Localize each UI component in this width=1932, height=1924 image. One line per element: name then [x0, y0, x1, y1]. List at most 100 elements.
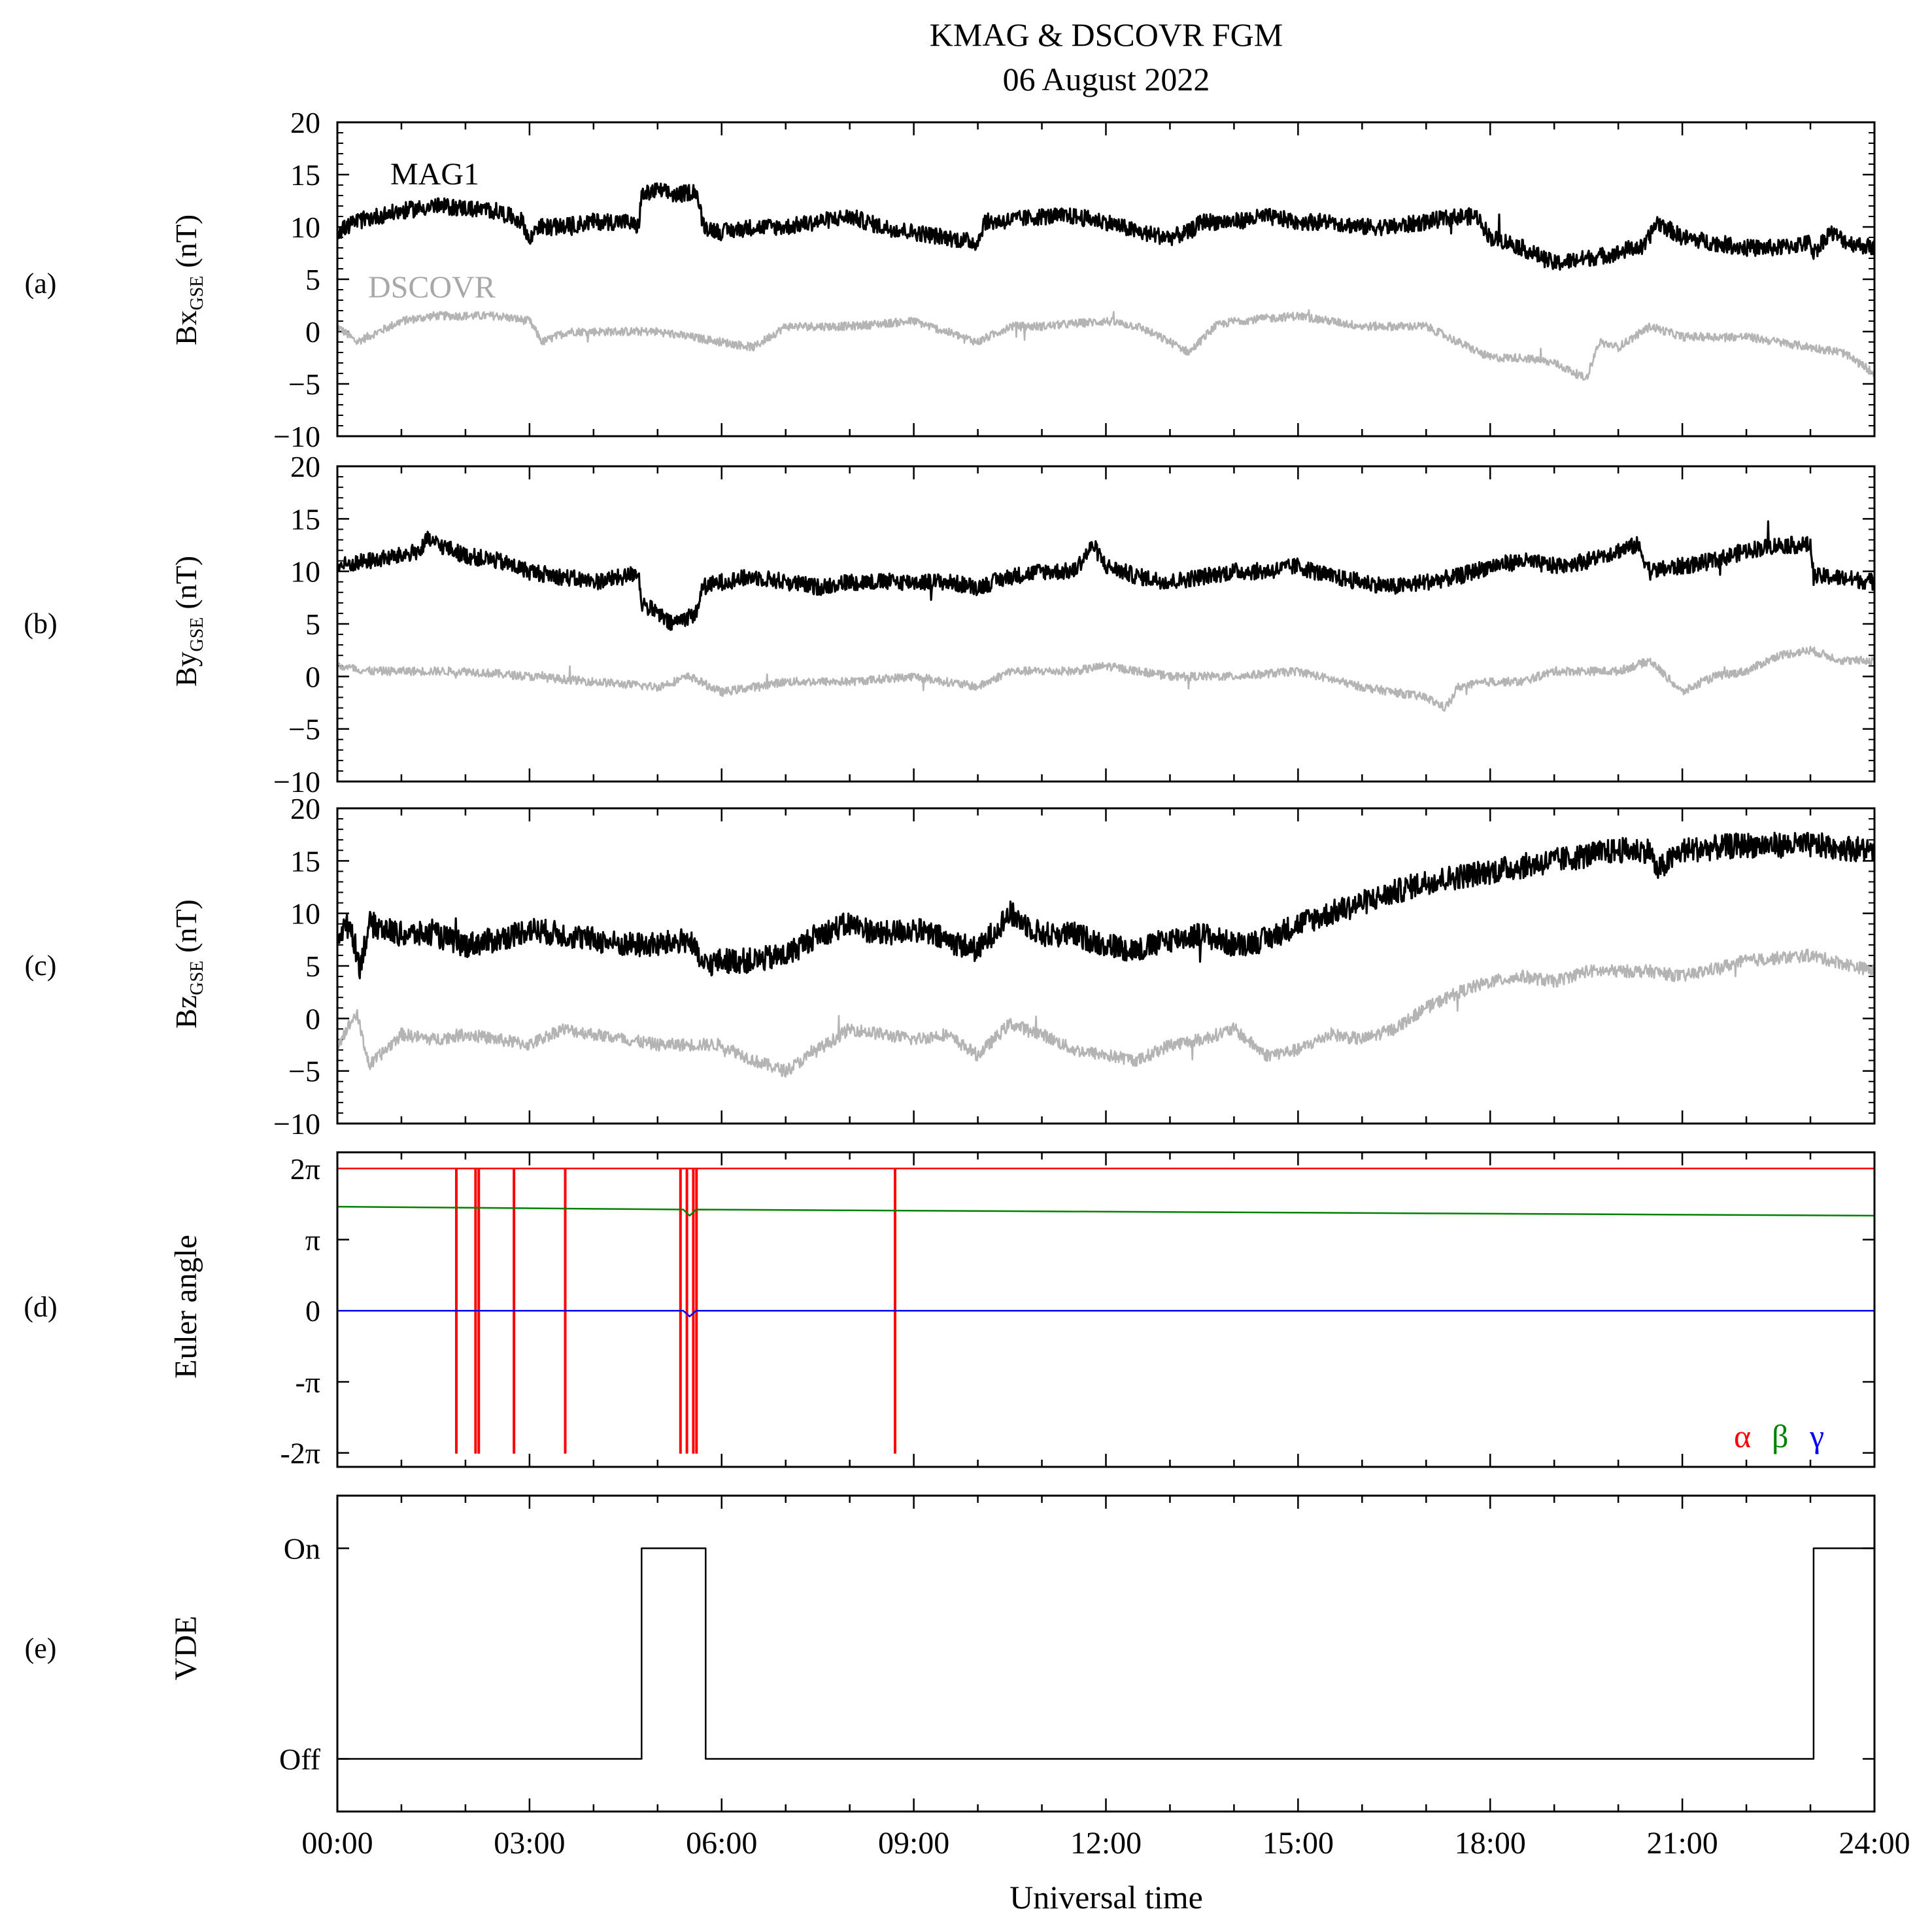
- panel-e-label: (e): [25, 1632, 57, 1664]
- x-tick-label: 21:00: [1646, 1826, 1718, 1861]
- panel-d-alpha-series-line: [337, 1167, 1874, 1454]
- y-tick-label: 5: [305, 950, 320, 983]
- y-tick-label: 15: [290, 158, 320, 192]
- y-tick-label: −5: [288, 368, 320, 401]
- panel-a: −10 −5 0 5 10 15 20: [273, 106, 1876, 453]
- panel-c-y-ticks: −10 −5 0 5 10 15 20: [273, 792, 1874, 1141]
- x-tick-label: 15:00: [1263, 1826, 1334, 1861]
- panel-c-ylabel: BzGSE (nT): [169, 899, 207, 1029]
- panel-a-ylabel-unit: (nT): [169, 215, 203, 268]
- panel-e-x-ticks: [336, 1496, 1876, 1812]
- panel-a-ylabel: BxGSE (nT): [169, 215, 207, 345]
- panel-d-gamma-series-line: [337, 1309, 1874, 1318]
- y-tick-label: 5: [305, 608, 320, 641]
- y-tick-label: 10: [290, 211, 320, 244]
- legend-beta: β: [1772, 1418, 1788, 1454]
- panel-d-plot-area: [337, 1167, 1874, 1454]
- x-tick-label: 18:00: [1455, 1826, 1526, 1861]
- y-tick-label: 5: [305, 263, 320, 296]
- panel-a-mag1-series-line: [337, 182, 1874, 271]
- panel-b-dscovr-series-line: [337, 645, 1874, 712]
- panel-c-dscovr-series-line: [337, 948, 1874, 1078]
- panel-d-beta-series-line: [337, 1205, 1874, 1217]
- panel-c-frame: [336, 807, 1876, 1125]
- panel-b-x-ticks: [336, 466, 1876, 782]
- x-tick-label: 03:00: [494, 1826, 565, 1861]
- y-tick-label: −10: [273, 765, 320, 799]
- panel-d-label: (d): [24, 1291, 57, 1323]
- x-axis-tick-labels: 00:00 03:00 06:00 09:00 12:00 15:00 18:00 21:00…: [301, 1826, 1910, 1861]
- panel-b-ylabel-unit: (nT): [169, 556, 203, 610]
- panel-e-plot-area: [337, 1547, 1874, 1760]
- panel-d-y-ticks: -2π -π 0 π 2π: [280, 1152, 1874, 1470]
- panel-c-mag1-series-line: [337, 831, 1874, 980]
- y-tick-label: −10: [273, 420, 320, 453]
- y-tick-label: 2π: [290, 1152, 320, 1186]
- y-tick-label: 0: [305, 315, 320, 349]
- panel-e: Off On: [279, 1494, 1876, 1813]
- y-tick-label: 10: [290, 897, 320, 931]
- x-tick-label: 09:00: [878, 1826, 949, 1861]
- panel-b-ylabel-main: By: [169, 651, 203, 687]
- panel-c-x-ticks: [336, 808, 1876, 1124]
- y-tick-label: −5: [288, 1055, 320, 1088]
- y-tick-label: Off: [279, 1743, 321, 1776]
- x-tick-label: 06:00: [686, 1826, 757, 1861]
- panel-d-frame: [336, 1151, 1876, 1468]
- legend-gamma: γ: [1809, 1418, 1824, 1454]
- x-axis-label: Universal time: [1009, 1879, 1203, 1915]
- panel-a-label: (a): [25, 267, 57, 300]
- y-tick-label: 15: [290, 502, 320, 536]
- panel-b-y-ticks: −10 −5 0 5 10 15 20: [273, 450, 1874, 799]
- panel-b: −10 −5 0 5 10 15 20: [273, 450, 1876, 799]
- panel-a-frame: [336, 121, 1876, 438]
- panel-a-plot-area: [337, 182, 1874, 381]
- mag1-annotation: MAG1: [390, 157, 479, 192]
- y-tick-label: -2π: [280, 1437, 320, 1470]
- panel-a-ylabel-main: Bx: [169, 310, 203, 345]
- panel-e-y-ticks: Off On: [279, 1532, 1874, 1776]
- y-tick-label: 15: [290, 844, 320, 878]
- panel-d: -2π -π 0 π 2π: [280, 1151, 1876, 1470]
- y-tick-label: −5: [288, 713, 320, 746]
- y-tick-label: π: [305, 1224, 320, 1257]
- panel-a-x-ticks: [336, 122, 1876, 436]
- figure-title-line1: KMAG & DSCOVR FGM: [930, 16, 1283, 53]
- panel-c-label: (c): [25, 950, 57, 982]
- panel-e-vde-series-line: [337, 1547, 1874, 1760]
- y-tick-label: On: [284, 1532, 320, 1566]
- panel-c-ylabel-unit: (nT): [169, 899, 203, 953]
- panel-c: −10 −5 0 5 10 15 20: [273, 792, 1876, 1141]
- panel-d-ylabel: Euler angle: [169, 1235, 203, 1379]
- y-tick-label: −10: [273, 1107, 320, 1141]
- panel-c-ylabel-main: Bz: [169, 995, 203, 1029]
- x-tick-label: 24:00: [1839, 1826, 1910, 1861]
- x-tick-label: 00:00: [301, 1826, 373, 1861]
- x-tick-label: 12:00: [1070, 1826, 1142, 1861]
- y-tick-label: 20: [290, 792, 320, 825]
- panel-c-plot-area: [337, 831, 1874, 1078]
- panel-b-ylabel-sub: GSE: [187, 617, 207, 652]
- legend-alpha: α: [1734, 1418, 1751, 1454]
- y-tick-label: -π: [295, 1366, 320, 1399]
- y-tick-label: 0: [305, 660, 320, 693]
- panel-b-frame: [336, 465, 1876, 783]
- y-tick-label: 20: [290, 450, 320, 483]
- y-tick-label: 0: [305, 1002, 320, 1035]
- panel-b-plot-area: [337, 520, 1874, 712]
- panel-b-ylabel: ByGSE (nT): [169, 556, 207, 687]
- panel-e-frame: [336, 1494, 1876, 1813]
- panel-b-label: (b): [24, 608, 57, 640]
- panel-e-ylabel: VDE: [169, 1616, 203, 1681]
- figure-title-line2: 06 August 2022: [1003, 61, 1210, 97]
- panel-b-mag1-series-line: [337, 520, 1874, 631]
- panel-d-x-ticks: [336, 1152, 1876, 1467]
- panel-a-dscovr-series-line: [337, 309, 1874, 381]
- y-tick-label: 0: [305, 1294, 320, 1328]
- y-tick-label: 10: [290, 555, 320, 589]
- dscovr-annotation: DSCOVR: [368, 270, 496, 305]
- panel-c-ylabel-sub: GSE: [187, 961, 207, 995]
- panel-a-ylabel-sub: GSE: [187, 276, 207, 311]
- y-tick-label: 20: [290, 106, 320, 139]
